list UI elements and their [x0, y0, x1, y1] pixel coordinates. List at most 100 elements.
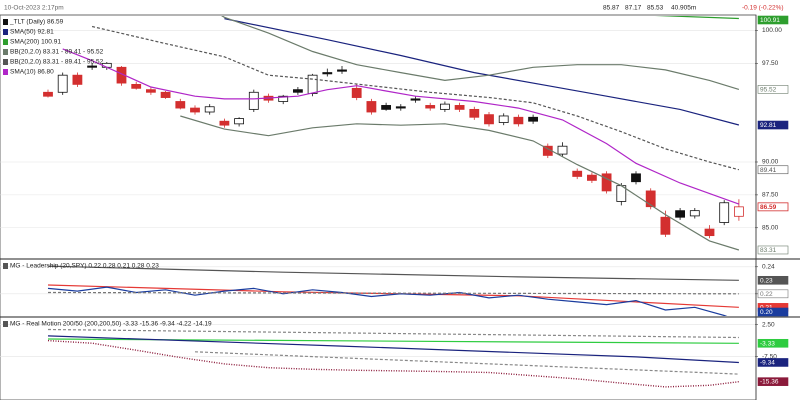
series-line — [47, 328, 739, 339]
candle-body — [572, 170, 583, 177]
series-line — [224, 18, 740, 126]
value-label: 89.41 — [760, 167, 777, 174]
high-value: 87.17 — [625, 5, 642, 12]
value-label: -3.33 — [760, 340, 775, 347]
series-line — [62, 48, 740, 205]
panel-title: MG - Real Motion 200/50 (200,200,50) -3.… — [10, 321, 212, 328]
series-line — [47, 335, 739, 364]
candle-body — [43, 91, 53, 97]
value-label: 92.81 — [760, 122, 777, 129]
candle-body — [131, 83, 142, 89]
candle-body — [322, 72, 333, 75]
y-tick-label: 100.00 — [762, 27, 782, 34]
candle-body — [410, 98, 421, 101]
candle-body — [498, 115, 509, 123]
value-label: 95.52 — [760, 86, 777, 93]
candle-body — [660, 216, 671, 235]
y-tick-label: 85.00 — [762, 224, 779, 231]
y-tick-label: -7.50 — [762, 353, 777, 360]
value-label-box — [757, 289, 789, 299]
candle-body — [204, 106, 215, 113]
value-label-box — [757, 85, 789, 94]
y-tick-label: 2.50 — [762, 321, 775, 328]
value-label: -9.34 — [760, 359, 775, 366]
series-line — [47, 291, 739, 295]
candle-body — [278, 95, 289, 102]
value-label-box — [757, 338, 789, 348]
legend-swatch — [3, 59, 8, 65]
candle-body — [587, 174, 597, 181]
value-label: -15.36 — [760, 379, 779, 386]
series-line — [221, 16, 740, 90]
series-line — [91, 25, 740, 171]
series-line — [194, 351, 739, 375]
candle-body — [513, 116, 524, 125]
candle-body — [454, 105, 465, 110]
value-label-box — [757, 377, 789, 386]
legend-swatch — [3, 69, 8, 75]
candle-body — [72, 74, 83, 85]
candle-body — [484, 114, 494, 125]
volume-value: 40.905m — [671, 5, 696, 12]
series-line — [47, 339, 739, 388]
candle-body — [116, 66, 127, 84]
candle-body — [439, 103, 450, 110]
legend-swatch — [3, 263, 8, 269]
value-label-box — [757, 358, 789, 367]
candle-body — [645, 190, 656, 208]
panel — [0, 16, 755, 251]
candle-body — [689, 210, 700, 217]
candle-body — [87, 65, 97, 68]
legend-swatch — [3, 19, 8, 25]
legend-swatch — [3, 321, 8, 327]
y-tick-label: 90.00 — [762, 159, 779, 166]
candle-body — [57, 74, 68, 93]
candle-body — [351, 87, 362, 98]
series-line — [47, 265, 739, 281]
candle-body — [395, 106, 406, 109]
y-tick-label: 97.50 — [762, 60, 779, 67]
series-line — [180, 115, 740, 251]
candle-body — [337, 69, 347, 72]
value-label-box — [757, 120, 789, 130]
value-label-box — [757, 275, 789, 285]
legend-swatch — [3, 39, 8, 45]
value-label: 0.23 — [760, 277, 773, 284]
candle-body — [145, 89, 156, 93]
legend-label: SMA(50) 92.81 — [10, 29, 54, 36]
candle-body — [234, 118, 245, 125]
panel — [0, 324, 755, 388]
value-label: 0.22 — [760, 291, 773, 298]
value-label-box — [757, 165, 789, 175]
candle-body — [528, 116, 538, 122]
candle-body — [675, 210, 685, 218]
value-label-box — [757, 202, 789, 212]
value-label: 86.59 — [760, 204, 777, 211]
series-line — [654, 16, 739, 20]
candle-body — [601, 173, 612, 192]
candle-body — [292, 89, 303, 93]
legend-label: BB(20,2.0) 83.31 - 89.41 - 95.52 — [10, 59, 104, 66]
candle-body — [631, 173, 641, 183]
candle-body — [469, 108, 480, 118]
date-stamp: 10-Oct-2023 2:17pm — [4, 5, 64, 12]
value-label: 83.31 — [760, 247, 777, 254]
value-label-box — [757, 307, 789, 317]
change-value: -0.19 (-0.22%) — [742, 5, 784, 12]
candle-body — [734, 206, 744, 217]
candle-body — [719, 202, 730, 223]
candle-body — [704, 228, 715, 237]
candle-body — [190, 107, 200, 113]
candle-body — [175, 101, 186, 109]
candle-body — [160, 91, 171, 98]
series-line — [47, 286, 728, 316]
legend-swatch — [3, 49, 8, 55]
candle-body — [557, 145, 568, 155]
low-value: 85.53 — [647, 5, 664, 12]
legend-label: BB(20,2.0) 83.31 - 89.41 - 95.52 — [10, 49, 104, 56]
panel — [0, 265, 755, 316]
legend-swatch — [3, 29, 8, 35]
value-label-box — [757, 245, 789, 255]
panel-title: MG - Leadership (20,SPY) 0.22 0.28 0.21 … — [10, 263, 159, 270]
candle-body — [425, 105, 436, 109]
